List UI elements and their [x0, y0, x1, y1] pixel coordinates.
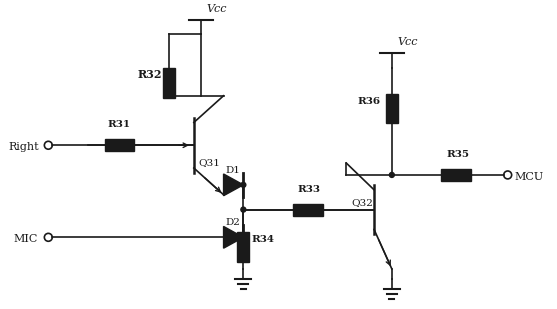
Polygon shape: [223, 226, 243, 248]
Text: Vcc: Vcc: [398, 37, 418, 47]
Text: R36: R36: [357, 97, 380, 106]
Text: R33: R33: [298, 185, 321, 194]
Text: MIC: MIC: [14, 234, 38, 244]
Text: Right: Right: [9, 142, 40, 152]
Text: MCU: MCU: [515, 172, 544, 182]
Bar: [105, 139, 134, 151]
Text: R35: R35: [446, 150, 470, 159]
Text: Vcc: Vcc: [207, 4, 227, 14]
Bar: [237, 232, 250, 262]
Bar: [441, 169, 471, 181]
Bar: [293, 204, 323, 216]
Polygon shape: [223, 174, 243, 196]
Text: Q31: Q31: [199, 158, 221, 167]
Text: R34: R34: [251, 235, 274, 244]
Bar: [163, 68, 175, 98]
Text: Q32: Q32: [351, 198, 373, 207]
Circle shape: [389, 172, 394, 177]
Circle shape: [241, 182, 246, 187]
Circle shape: [241, 207, 246, 212]
Text: R32: R32: [138, 69, 162, 80]
Text: D2: D2: [226, 218, 241, 227]
Circle shape: [241, 235, 246, 240]
Text: D1: D1: [226, 166, 241, 175]
Text: R31: R31: [108, 121, 131, 129]
Bar: [386, 94, 398, 124]
